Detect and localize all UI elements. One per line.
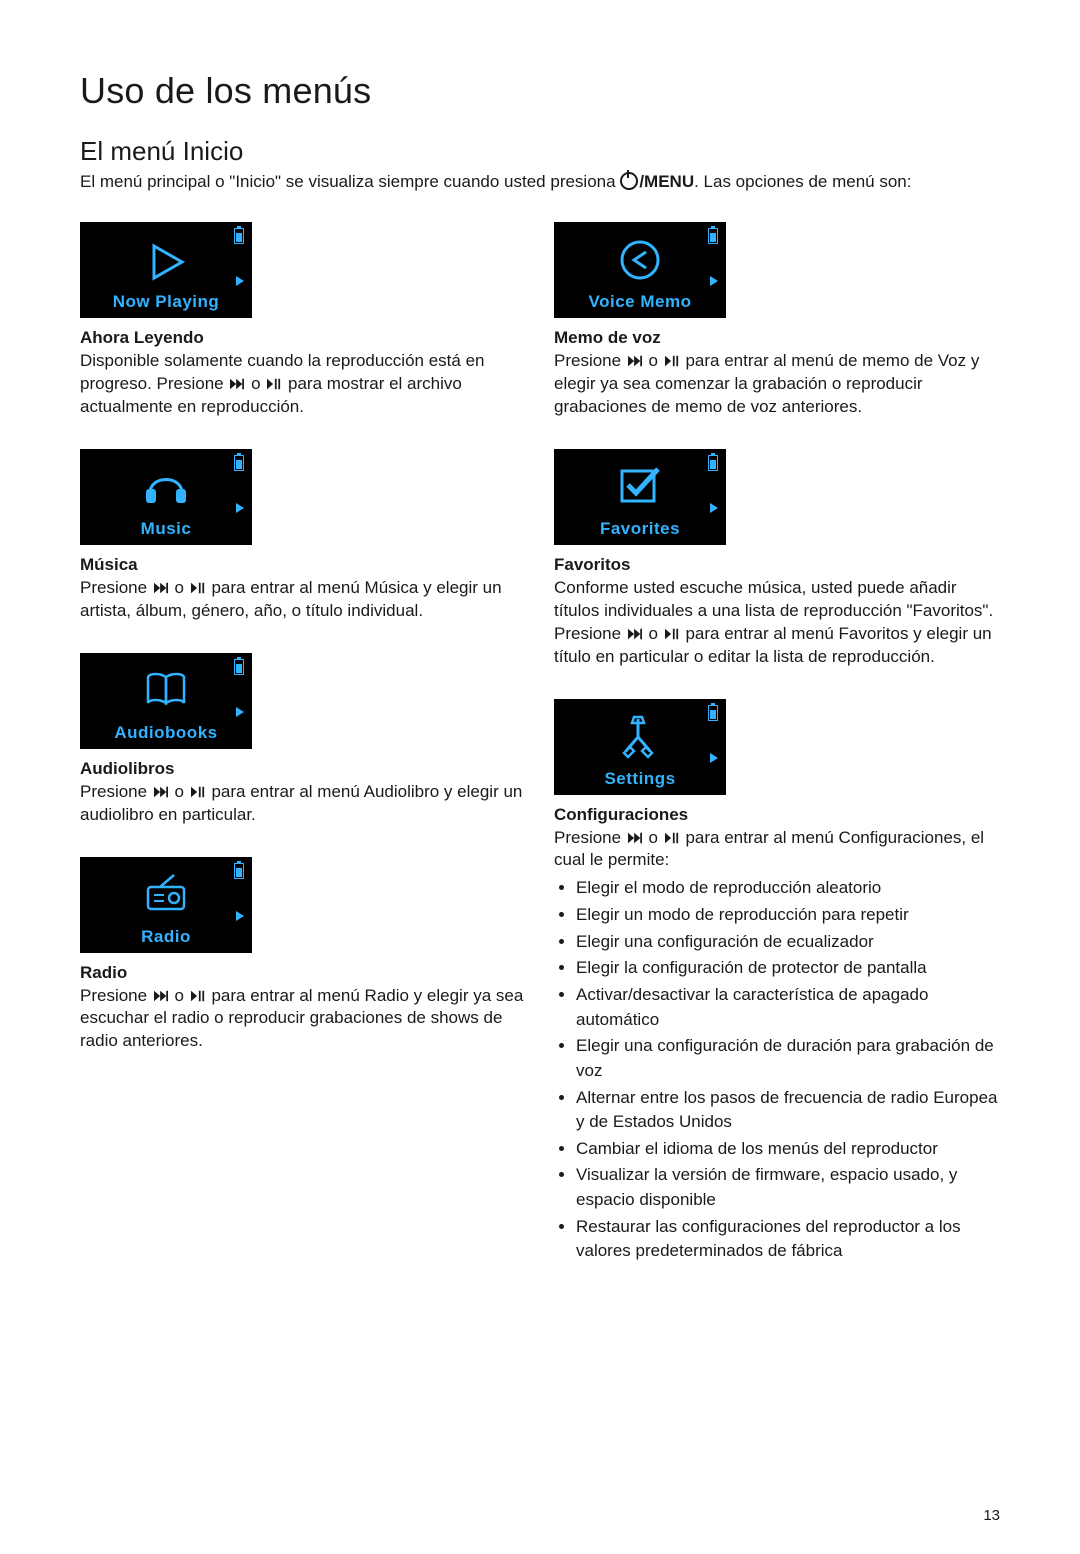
manual-page: Uso de los menús El menú Inicio El menú … bbox=[0, 0, 1080, 1554]
forward-icon bbox=[152, 581, 170, 595]
play-pause-icon bbox=[663, 354, 681, 368]
intro-text-after: . Las opciones de menú son: bbox=[694, 172, 911, 191]
forward-icon bbox=[152, 785, 170, 799]
forward-icon bbox=[228, 377, 246, 391]
menu-item: Now Playing Ahora LeyendoDisponible solam… bbox=[80, 222, 526, 419]
item-description: Presione o para entrar al menú Música y … bbox=[80, 577, 526, 623]
columns: Now Playing Ahora LeyendoDisponible solam… bbox=[80, 222, 1000, 1294]
settings-bullet: Activar/desactivar la característica de … bbox=[576, 983, 1000, 1032]
play-pause-icon bbox=[189, 785, 207, 799]
item-description: Conforme usted escuche música, usted pue… bbox=[554, 577, 1000, 669]
screen-label: Radio bbox=[80, 927, 252, 947]
item-description: Presione o para entrar al menú Audiolibr… bbox=[80, 781, 526, 827]
device-screen: Now Playing bbox=[80, 222, 252, 318]
intro-text-before: El menú principal o "Inicio" se visualiz… bbox=[80, 172, 620, 191]
battery-icon bbox=[708, 455, 718, 471]
play-pause-icon bbox=[663, 831, 681, 845]
menu-item: Audiobooks AudiolibrosPresione o para ent… bbox=[80, 653, 526, 827]
play-indicator-icon bbox=[710, 503, 718, 513]
forward-icon bbox=[626, 354, 644, 368]
play-indicator-icon bbox=[710, 753, 718, 763]
item-title: Memo de voz bbox=[554, 328, 1000, 348]
play-pause-icon bbox=[663, 627, 681, 641]
device-screen: Voice Memo bbox=[554, 222, 726, 318]
play-indicator-icon bbox=[236, 276, 244, 286]
screen-label: Settings bbox=[554, 769, 726, 789]
settings-bullet: Elegir una configuración de duración par… bbox=[576, 1034, 1000, 1083]
left-column: Now Playing Ahora LeyendoDisponible solam… bbox=[80, 222, 526, 1294]
item-title: Ahora Leyendo bbox=[80, 328, 526, 348]
settings-bullet: Elegir el modo de reproducción aleatorio bbox=[576, 876, 1000, 901]
forward-icon bbox=[626, 831, 644, 845]
settings-bullet: Alternar entre los pasos de frecuencia d… bbox=[576, 1086, 1000, 1135]
device-screen: Music bbox=[80, 449, 252, 545]
battery-icon bbox=[708, 228, 718, 244]
menu-item: Voice Memo Memo de vozPresione o para ent… bbox=[554, 222, 1000, 419]
item-title: Configuraciones bbox=[554, 805, 1000, 825]
power-icon bbox=[620, 172, 638, 190]
device-screen: Audiobooks bbox=[80, 653, 252, 749]
screen-label: Music bbox=[80, 519, 252, 539]
menu-item: RadioRadioPresione o para entrar al menú… bbox=[80, 857, 526, 1054]
item-description: Presione o para entrar al menú Configura… bbox=[554, 827, 1000, 873]
screen-label: Voice Memo bbox=[554, 292, 726, 312]
screen-main-icon bbox=[140, 463, 192, 512]
screen-main-icon bbox=[616, 463, 664, 512]
battery-icon bbox=[708, 705, 718, 721]
item-title: Audiolibros bbox=[80, 759, 526, 779]
battery-icon bbox=[234, 863, 244, 879]
intro-menu-label: /MENU bbox=[639, 172, 694, 191]
battery-icon bbox=[234, 659, 244, 675]
screen-main-icon bbox=[140, 667, 192, 716]
item-description: Presione o para entrar al menú de memo d… bbox=[554, 350, 1000, 419]
settings-bullet: Restaurar las configuraciones del reprod… bbox=[576, 1215, 1000, 1264]
settings-bullet: Visualizar la versión de firmware, espac… bbox=[576, 1163, 1000, 1212]
screen-main-icon bbox=[614, 236, 666, 293]
device-screen: Settings bbox=[554, 699, 726, 795]
right-column: Voice MemoMemo de vozPresione o para ent… bbox=[554, 222, 1000, 1294]
page-number: 13 bbox=[983, 1507, 1000, 1524]
device-screen: Radio bbox=[80, 857, 252, 953]
play-pause-icon bbox=[189, 989, 207, 1003]
settings-bullet: Cambiar el idioma de los menús del repro… bbox=[576, 1137, 1000, 1162]
screen-main-icon bbox=[140, 871, 192, 920]
play-pause-icon bbox=[265, 377, 283, 391]
settings-bullet: Elegir la configuración de protector de … bbox=[576, 956, 1000, 981]
battery-icon bbox=[234, 228, 244, 244]
screen-label: Now Playing bbox=[80, 292, 252, 312]
screen-label: Audiobooks bbox=[80, 723, 252, 743]
screen-main-icon bbox=[140, 236, 192, 293]
settings-bullet: Elegir una configuración de ecualizador bbox=[576, 930, 1000, 955]
settings-bullet-list: Elegir el modo de reproducción aleatorio… bbox=[554, 876, 1000, 1264]
play-indicator-icon bbox=[710, 276, 718, 286]
screen-main-icon bbox=[616, 713, 664, 766]
page-title: Uso de los menús bbox=[80, 70, 1000, 112]
menu-item: Music MúsicaPresione o para entrar al men… bbox=[80, 449, 526, 623]
play-indicator-icon bbox=[236, 707, 244, 717]
battery-icon bbox=[234, 455, 244, 471]
menu-item: Settings ConfiguracionesPresione o para e… bbox=[554, 699, 1000, 1264]
play-indicator-icon bbox=[236, 911, 244, 921]
settings-bullet: Elegir un modo de reproducción para repe… bbox=[576, 903, 1000, 928]
menu-item: Favorites FavoritosConforme usted escuche… bbox=[554, 449, 1000, 669]
forward-icon bbox=[152, 989, 170, 1003]
item-title: Música bbox=[80, 555, 526, 575]
section-heading: El menú Inicio bbox=[80, 136, 1000, 167]
forward-icon bbox=[626, 627, 644, 641]
play-indicator-icon bbox=[236, 503, 244, 513]
item-description: Disponible solamente cuando la reproducc… bbox=[80, 350, 526, 419]
item-title: Favoritos bbox=[554, 555, 1000, 575]
device-screen: Favorites bbox=[554, 449, 726, 545]
item-title: Radio bbox=[80, 963, 526, 983]
intro-paragraph: El menú principal o "Inicio" se visualiz… bbox=[80, 171, 1000, 194]
screen-label: Favorites bbox=[554, 519, 726, 539]
item-description: Presione o para entrar al menú Radio y e… bbox=[80, 985, 526, 1054]
play-pause-icon bbox=[189, 581, 207, 595]
